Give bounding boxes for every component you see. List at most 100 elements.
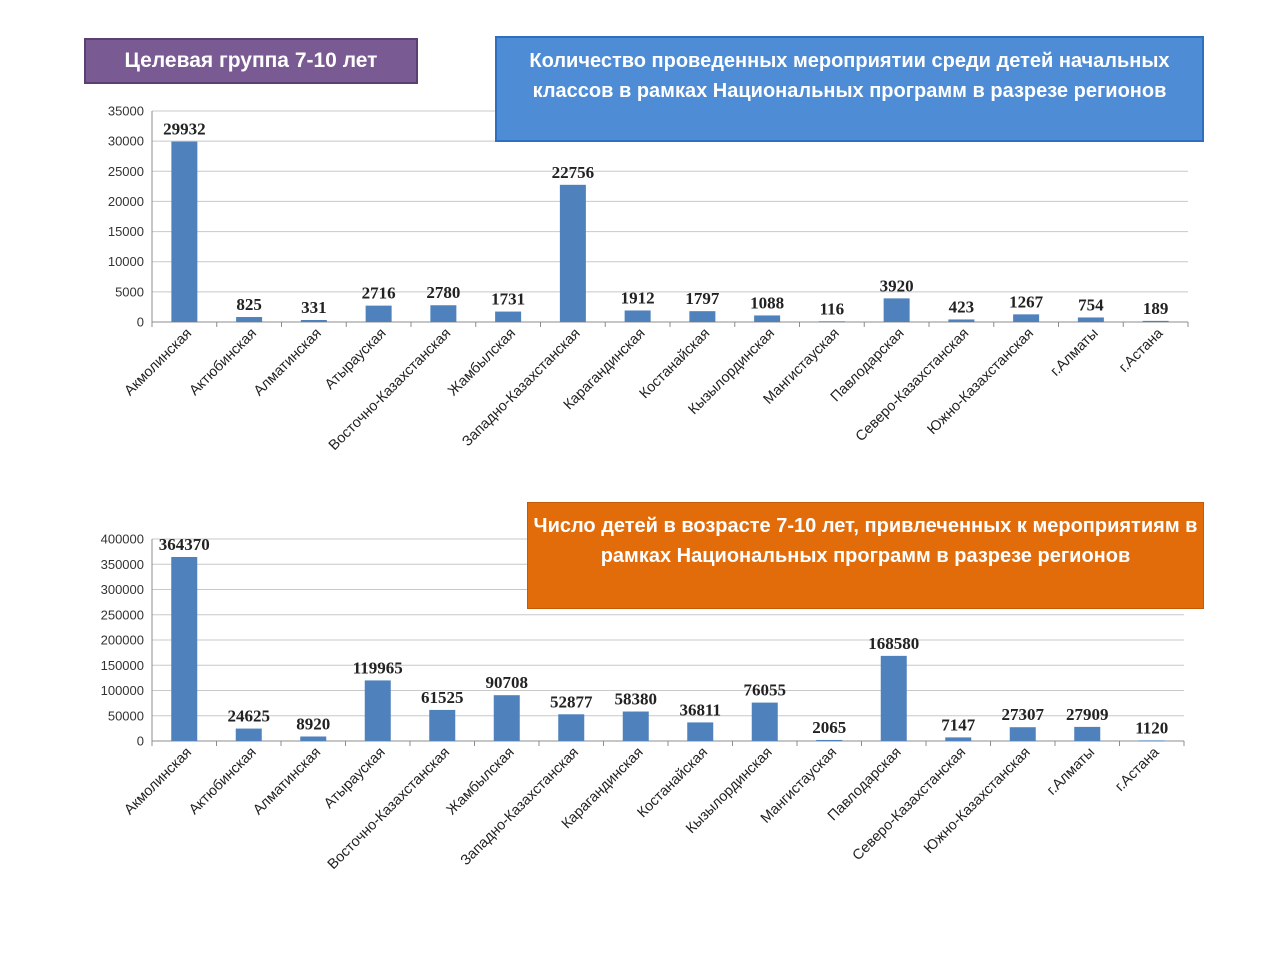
data-label: 2716 <box>362 284 396 303</box>
data-label: 8920 <box>296 714 330 733</box>
data-label: 27909 <box>1066 705 1109 724</box>
data-label: 61525 <box>421 688 464 707</box>
bar-11 <box>818 321 845 323</box>
category-label: г.Алматы <box>1044 745 1098 799</box>
bar-13 <box>945 737 972 741</box>
category-label: Алматинская <box>250 745 324 819</box>
data-label: 1797 <box>685 289 720 308</box>
y-tick-label: 0 <box>137 315 144 330</box>
category-label: Алматинская <box>251 326 325 400</box>
category-label: Атырауская <box>321 745 388 812</box>
bar-7 <box>558 714 585 741</box>
category-label: Южно-Казахстанская <box>925 326 1037 438</box>
y-tick-label: 30000 <box>108 134 144 149</box>
data-label: 52877 <box>550 692 593 711</box>
category-label: Западно-Казахстанская <box>458 745 582 869</box>
bar-4 <box>364 680 391 741</box>
category-label: Акмолинская <box>122 326 196 400</box>
category-label: Актюбинская <box>186 745 259 818</box>
y-tick-label: 200000 <box>101 633 144 648</box>
data-label: 119965 <box>353 658 403 677</box>
bar-15 <box>1074 726 1101 741</box>
bar-16 <box>1138 740 1165 742</box>
data-label: 58380 <box>615 690 658 709</box>
bar-16 <box>1142 320 1169 322</box>
data-label: 22756 <box>552 163 595 182</box>
y-tick-label: 25000 <box>108 164 144 179</box>
data-label: 36811 <box>679 700 721 719</box>
data-label: 189 <box>1143 299 1169 318</box>
y-tick-label: 5000 <box>115 284 144 299</box>
bar-4 <box>365 305 392 322</box>
bar-1 <box>171 556 198 741</box>
category-label: Жамбылская <box>444 745 518 819</box>
bar-6 <box>495 311 522 322</box>
category-label: г.Астана <box>1112 744 1163 795</box>
data-label: 331 <box>301 298 327 317</box>
data-label: 7147 <box>941 715 976 734</box>
bar-14 <box>1009 727 1036 741</box>
data-label: 2065 <box>812 718 846 737</box>
category-label: Актюбинская <box>186 326 259 399</box>
bar-5 <box>430 305 457 322</box>
bar-12 <box>880 655 907 741</box>
data-label: 1120 <box>1135 718 1168 737</box>
category-label: Западно-Казахстанская <box>459 326 583 450</box>
y-tick-label: 300000 <box>101 582 144 597</box>
bar-11 <box>816 739 843 741</box>
bar-8 <box>622 711 649 741</box>
data-label: 90708 <box>486 673 529 692</box>
data-label: 364370 <box>159 535 210 554</box>
y-tick-label: 20000 <box>108 194 144 209</box>
bar-10 <box>754 315 781 322</box>
data-label: 1731 <box>491 290 525 309</box>
data-label: 27307 <box>1002 705 1045 724</box>
y-tick-label: 50000 <box>108 708 144 723</box>
data-label: 423 <box>949 297 975 316</box>
data-label: 29932 <box>163 120 206 139</box>
chart2-title: Число детей в возрасте 7-10 лет, привлеч… <box>527 502 1204 609</box>
y-tick-label: 35000 <box>108 104 144 119</box>
category-label: Восточно-Казахстанская <box>325 745 453 873</box>
category-label: Северо-Казахстанская <box>850 745 969 864</box>
y-tick-label: 10000 <box>108 254 144 269</box>
data-label: 76055 <box>744 681 787 700</box>
bar-3 <box>300 736 327 741</box>
y-tick-label: 250000 <box>101 607 144 622</box>
bar-3 <box>300 320 327 322</box>
bar-14 <box>1013 314 1040 322</box>
chart-events-by-region: 0 5000 10000 15000 20000 25000 30000 35000 29932… <box>108 104 1189 454</box>
data-label: 754 <box>1078 295 1104 314</box>
data-label: 825 <box>236 295 262 314</box>
bar-9 <box>687 722 714 741</box>
bar-5 <box>429 709 456 741</box>
bar-2 <box>236 317 263 322</box>
target-group-badge: Целевая группа 7-10 лет <box>84 38 418 84</box>
bar-7 <box>559 184 586 322</box>
y-tick-label: 15000 <box>108 224 144 239</box>
category-label: г.Астана <box>1116 325 1167 376</box>
category-label: Южно-Казахстанская <box>921 745 1033 857</box>
bar-10 <box>751 702 778 741</box>
data-label: 116 <box>820 299 845 318</box>
bar-6 <box>493 695 520 741</box>
bar-1 <box>171 141 198 322</box>
bar-15 <box>1077 317 1104 322</box>
category-label: Акмолинская <box>121 745 195 819</box>
category-label: Атырауская <box>322 326 389 393</box>
data-label: 1267 <box>1009 292 1044 311</box>
data-label: 1088 <box>750 293 784 312</box>
bar-2 <box>235 728 262 741</box>
bar-13 <box>948 319 975 322</box>
y-tick-label: 100000 <box>101 683 144 698</box>
y-tick-label: 350000 <box>101 557 144 572</box>
category-label: Жамбылская <box>445 326 519 400</box>
bar-8 <box>624 310 651 322</box>
data-label: 24625 <box>228 707 271 726</box>
category-label: Восточно-Казахстанская <box>326 326 454 454</box>
data-label: 168580 <box>868 634 919 653</box>
data-label: 3920 <box>880 276 914 295</box>
y-tick-label: 150000 <box>101 658 144 673</box>
y-tick-label: 400000 <box>101 532 144 547</box>
